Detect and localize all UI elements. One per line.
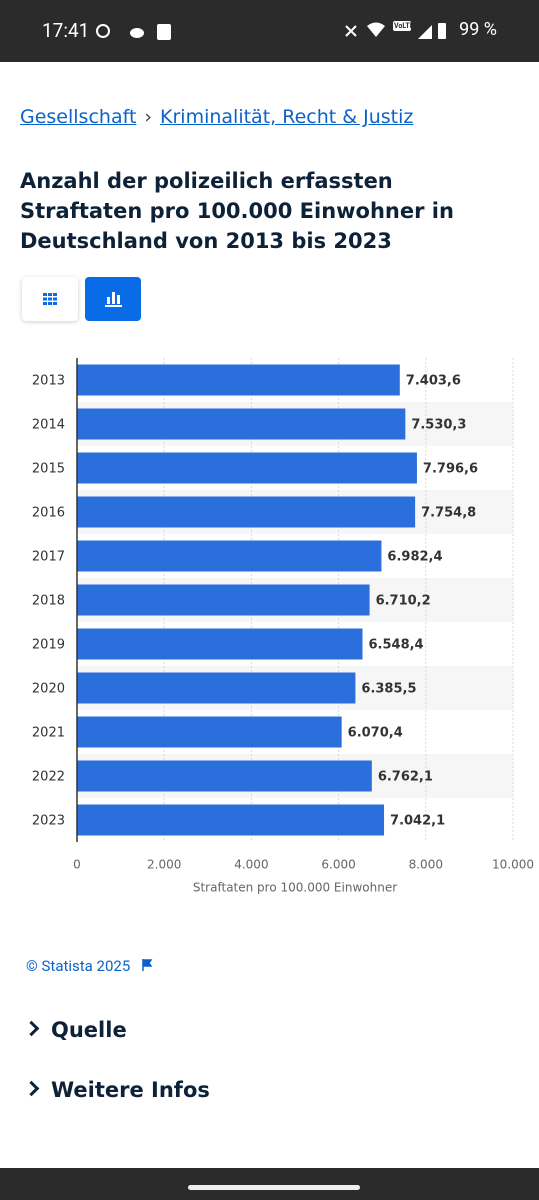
navigation-bar <box>0 1168 539 1200</box>
bar <box>77 364 400 396</box>
y-tick-label: 2021 <box>32 726 65 741</box>
value-label: 6.710,2 <box>376 594 431 609</box>
bar <box>77 408 406 440</box>
value-label: 7.403,6 <box>406 374 461 389</box>
bar <box>77 584 370 616</box>
breadcrumb-link[interactable]: Gesellschaft <box>20 106 137 128</box>
y-tick-label: 2013 <box>32 374 65 389</box>
x-tick-label: 6.000 <box>321 858 355 872</box>
breadcrumb-link[interactable]: Kriminalität, Recht & Justiz <box>160 106 414 128</box>
bar <box>77 672 356 704</box>
breadcrumb: Gesellschaft › Kriminalität, Recht & Justi… <box>20 106 413 128</box>
x-tick-label: 0 <box>73 858 81 872</box>
value-label: 6.982,4 <box>387 550 442 565</box>
bar <box>77 760 372 792</box>
x-tick-label: 4.000 <box>234 858 268 872</box>
y-tick-label: 2018 <box>32 594 65 609</box>
y-tick-label: 2015 <box>32 462 65 477</box>
y-tick-label: 2014 <box>32 418 65 433</box>
bar <box>77 540 382 572</box>
status-bar: 17:41 VoLTE 99 % <box>0 0 539 62</box>
battery-icons <box>418 23 446 39</box>
copyright-text: © Statista 2025 <box>26 957 131 975</box>
battery-level: 99 % <box>459 19 497 40</box>
bar-icon <box>105 292 122 307</box>
chart-title: Anzahl der polizeilich erfassten Strafta… <box>20 169 454 253</box>
bar <box>77 496 416 528</box>
table-view-button[interactable] <box>22 277 78 321</box>
section-title: Weitere Infos <box>51 1078 210 1102</box>
section-toggle[interactable]: Weitere Infos <box>23 1078 210 1102</box>
value-label: 6.385,5 <box>361 682 416 697</box>
notification-icons <box>96 24 171 40</box>
section-title: Quelle <box>51 1018 127 1042</box>
x-tick-label: 2.000 <box>147 858 181 872</box>
y-tick-label: 2020 <box>32 682 65 697</box>
x-tick-label: 8.000 <box>409 858 443 872</box>
chart-view-button[interactable] <box>85 277 141 321</box>
bar <box>77 452 417 484</box>
value-label: 6.070,4 <box>348 726 403 741</box>
home-indicator[interactable] <box>188 1185 360 1190</box>
y-tick-label: 2016 <box>32 506 65 521</box>
breadcrumb-separator: › <box>144 106 153 128</box>
value-label: 7.530,3 <box>411 418 466 433</box>
flag-icon <box>142 959 153 971</box>
network-type: VoLTE <box>393 21 414 31</box>
value-label: 7.796,6 <box>423 462 478 477</box>
grid-icon <box>43 293 57 305</box>
value-label: 7.042,1 <box>390 814 445 829</box>
x-axis-label: Straftaten pro 100.000 Einwohner <box>193 881 397 895</box>
x-tick-label: 10.000 <box>492 858 534 872</box>
bar <box>77 628 363 660</box>
chart: 0 2.000 4.000 6.000 8.000 10.000 Straftaten pr… <box>32 358 534 895</box>
section-toggle[interactable]: Quelle <box>23 1018 127 1042</box>
value-label: 6.762,1 <box>378 770 433 785</box>
clock: 17:41 <box>42 19 90 42</box>
y-tick-label: 2023 <box>32 814 65 829</box>
bar <box>77 804 385 836</box>
value-label: 7.754,8 <box>421 506 476 521</box>
y-tick-label: 2017 <box>32 550 65 565</box>
y-tick-label: 2022 <box>32 770 65 785</box>
y-tick-label: 2019 <box>32 638 65 653</box>
value-label: 6.548,4 <box>369 638 424 653</box>
signal-icons <box>345 22 385 37</box>
copyright[interactable]: © Statista 2025 <box>26 957 154 975</box>
bar <box>77 716 342 748</box>
